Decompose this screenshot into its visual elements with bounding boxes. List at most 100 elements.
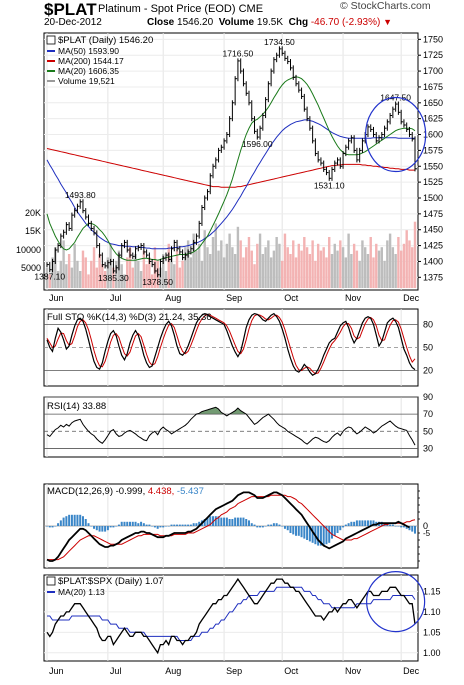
macd-histogram-bar (353, 521, 356, 526)
macd-histogram-bar (117, 524, 120, 526)
volume-bar (148, 257, 151, 288)
volume-bar (289, 254, 292, 288)
volume-bar (197, 243, 201, 288)
volume-bar (256, 243, 259, 288)
volume-bar (358, 260, 361, 288)
volume-bar (164, 271, 168, 288)
volume-bar (328, 237, 331, 288)
volume-bar (139, 271, 143, 288)
volume-bar (242, 257, 245, 288)
x-tick-label: Dec (403, 293, 420, 303)
volume-bar (322, 247, 325, 288)
volume-bar (109, 243, 112, 288)
volume-tick-label: 15K (25, 226, 41, 236)
macd-histogram-bar (389, 524, 392, 526)
macd-histogram-bar (167, 526, 170, 527)
macd-histogram-bar (101, 526, 104, 532)
volume-value: 19.5K (256, 17, 284, 28)
volume-bar (209, 254, 212, 288)
price-legend-entry: Volume 19,521 (58, 76, 115, 86)
volume-bar (236, 226, 240, 288)
volume-bar (123, 274, 126, 288)
price-annotation: 1734.50 (264, 37, 295, 47)
ratio-panel: 1.15 1.10 1.05 1.00 $PLAT:$SPX (Daily) 1.07M… (43, 571, 441, 662)
volume-bar (81, 250, 85, 288)
macd-histogram-bar (87, 523, 90, 526)
macd-histogram-bar (286, 526, 289, 531)
volume-bar (228, 233, 231, 288)
brand-label: © StockCharts.com (340, 0, 431, 12)
macd-histogram-bar (330, 526, 333, 539)
macd-histogram-bar (81, 516, 84, 526)
macd-histogram-bar (173, 524, 176, 526)
price-legend-entry: MA(20) 1606.35 (58, 66, 119, 76)
x-tick-label-bottom: Oct (284, 666, 299, 676)
volume-bar (330, 254, 334, 288)
macd-histogram-bar (178, 524, 181, 526)
price-panel-tick-label: 1750 (423, 34, 443, 44)
price-panel-tick-label: 1600 (423, 130, 443, 140)
macd-histogram-bar (358, 520, 361, 526)
price-annotation: 1378.50 (142, 277, 173, 287)
volume-bar (339, 240, 342, 288)
macd-histogram-bar (283, 526, 286, 529)
volume-bar (206, 247, 209, 288)
macd-histogram-bar (145, 524, 148, 526)
macd-histogram-bar (391, 524, 394, 526)
volume-bar (386, 240, 389, 288)
volume-bar (319, 250, 323, 288)
price-panel-tick-label: 1625 (423, 114, 443, 124)
volume-bar (336, 250, 339, 288)
volume-bar (261, 254, 265, 288)
volume-bar (272, 250, 276, 288)
volume-bar (369, 237, 372, 288)
macd-histogram-bar (231, 519, 234, 526)
macd-histogram-bar (162, 526, 165, 528)
quote-line: Close 1546.20 Volume 19.5K Chg -46.70 (-… (147, 17, 392, 28)
volume-bar (380, 247, 383, 288)
macd-signal-line (47, 494, 416, 561)
volume-bar (314, 260, 317, 288)
x-tick-label-bottom: Aug (165, 666, 181, 676)
macd-histogram-bar (278, 524, 281, 526)
price-panel: 1750 1725 1700 1675 1650 1625 1600 1575 1550 1525… (34, 32, 443, 291)
volume-bar (167, 243, 170, 288)
macd-histogram-bar (48, 526, 51, 528)
volume-bar (134, 254, 137, 288)
volume-bar (51, 257, 54, 288)
macd-histogram-bar (214, 516, 217, 526)
ratio-legend-entry: MA(20) 1.13 (58, 587, 105, 597)
macd-histogram-bar (153, 526, 156, 528)
x-tick-label: Oct (284, 293, 299, 303)
macd-histogram-bar (106, 526, 109, 531)
volume-bar (195, 250, 198, 288)
price-panel-tick-label: 1550 (423, 161, 443, 171)
price-annotation: 1716.50 (223, 49, 254, 59)
volume-bar (411, 247, 414, 288)
rsi-title: RSI(14) 33.88 (47, 401, 106, 412)
macd-histogram-bar (126, 521, 129, 526)
macd-histogram-bar (292, 526, 295, 535)
volume-bar (101, 264, 104, 288)
macd-histogram-bar (112, 526, 115, 528)
price-panel-tick-label: 1575 (423, 145, 443, 155)
price-annotation: 1493.80 (65, 190, 96, 200)
x-tick-label: Jul (110, 293, 122, 303)
macd-histogram-bar (336, 526, 339, 533)
volume-bar (264, 247, 267, 288)
ratio-tick-label: 1.00 (423, 648, 441, 658)
macd-histogram-bar (46, 526, 48, 527)
price-annotation: 1596.00 (242, 139, 273, 149)
volume-bar (67, 254, 71, 288)
price-annotation: 1385.30 (98, 273, 129, 283)
volume-tick-label: 5000 (21, 263, 41, 273)
volume-bar (333, 243, 336, 288)
volume-bar (233, 254, 237, 288)
volume-bar (253, 264, 256, 288)
volume-bar (114, 260, 118, 288)
macd-histogram-bar (142, 523, 145, 526)
sto-title: Full STO %K(14,3) %D(3) 21.24, 35.36 (47, 312, 212, 323)
macd-histogram-bar (176, 524, 179, 526)
macd-histogram-bar (300, 526, 303, 538)
macd-histogram-bar (264, 526, 267, 527)
